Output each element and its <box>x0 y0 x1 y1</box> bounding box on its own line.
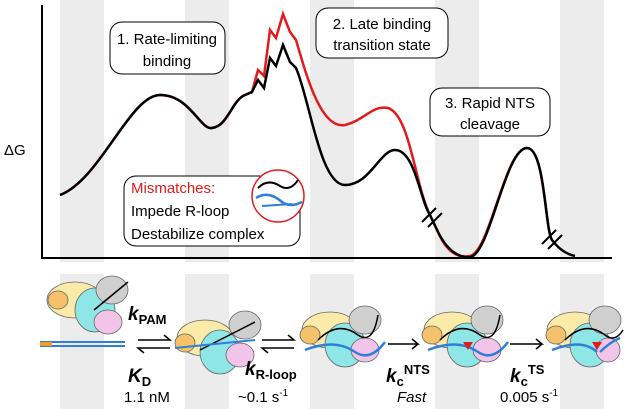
mismatch-text: Destabilize complex <box>131 226 265 243</box>
rate-label: kcNTS <box>386 362 430 389</box>
callout-box <box>109 21 226 75</box>
rate-value: 0.005 s-1 <box>500 388 559 406</box>
cartoons <box>40 275 624 375</box>
mismatch-text: Impede R-loop <box>131 203 229 220</box>
rate-label: kcTS <box>510 362 545 389</box>
matched-curve <box>59 41 576 259</box>
rate-value: Fast <box>397 389 427 406</box>
axis-breaks <box>421 207 563 250</box>
y-axis-label: ΔG <box>4 142 26 159</box>
rate-label: KD <box>128 366 151 389</box>
callout-box <box>315 7 449 59</box>
axes <box>41 5 612 259</box>
callout-text: 3. Rapid NTS <box>445 95 535 112</box>
rate-value: ~0.1 s-1 <box>238 388 289 406</box>
reaction-arrows <box>135 334 545 354</box>
callout-text: 1. Rate-limiting <box>117 31 217 48</box>
mismatch-icon <box>251 169 305 223</box>
rate-label: kPAM <box>128 304 167 327</box>
rate-label: kR-loop <box>245 359 297 382</box>
callout-text: binding <box>143 53 191 70</box>
mismatch-title: Mismatches: <box>131 180 215 197</box>
callout-box <box>429 87 551 137</box>
callout-text: transition state <box>333 37 431 54</box>
callout-text: cleavage <box>460 116 520 133</box>
callout-text: 2. Late binding <box>333 16 431 33</box>
rate-value: 1.1 nM <box>124 389 170 406</box>
